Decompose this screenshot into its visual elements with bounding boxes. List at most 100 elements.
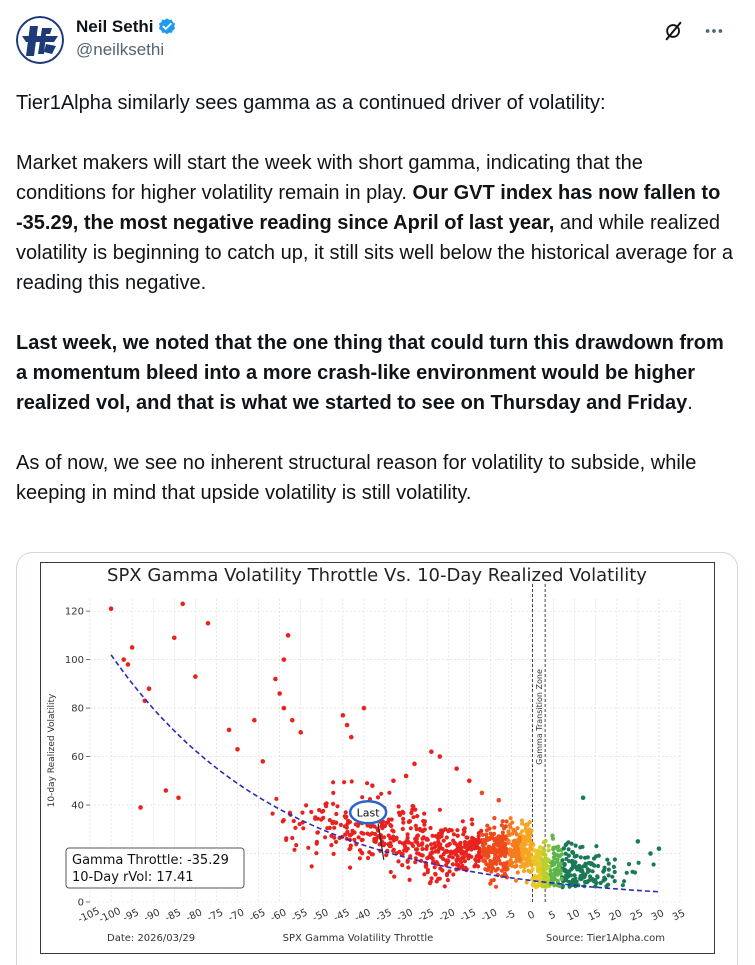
author-name[interactable]: Neil Sethi bbox=[76, 17, 154, 36]
data-point bbox=[506, 832, 511, 837]
data-point bbox=[523, 823, 528, 828]
chart-frame bbox=[40, 562, 715, 954]
data-point bbox=[428, 825, 433, 831]
data-point bbox=[477, 849, 482, 855]
data-point bbox=[523, 842, 528, 847]
data-point bbox=[508, 816, 513, 821]
data-point bbox=[479, 828, 484, 833]
avatar[interactable] bbox=[16, 16, 64, 64]
data-point bbox=[530, 841, 535, 846]
outlier-point bbox=[496, 797, 502, 803]
data-point bbox=[386, 833, 391, 838]
last-callout-pointer bbox=[377, 823, 385, 860]
data-point bbox=[460, 850, 465, 855]
outlier-point bbox=[412, 761, 417, 767]
data-point bbox=[553, 869, 558, 874]
outlier-point bbox=[454, 766, 459, 771]
data-point bbox=[324, 804, 329, 809]
data-point bbox=[493, 884, 499, 889]
outlier-point bbox=[129, 645, 135, 650]
data-point bbox=[390, 828, 395, 833]
data-point bbox=[437, 807, 442, 812]
data-point bbox=[530, 867, 535, 872]
data-point bbox=[500, 830, 505, 835]
scatter-chart: SPX Gamma Volatility Throttle Vs. 10-Day… bbox=[47, 565, 687, 944]
tweet-paragraph-3: Last week, we noted that the one thing t… bbox=[16, 328, 736, 418]
data-point bbox=[508, 847, 513, 852]
outlier-point bbox=[235, 746, 240, 752]
data-point bbox=[570, 863, 576, 868]
data-point bbox=[400, 852, 405, 857]
data-point bbox=[408, 826, 413, 831]
data-point bbox=[497, 834, 502, 839]
data-point bbox=[488, 858, 493, 864]
data-point bbox=[418, 828, 423, 833]
data-point bbox=[400, 826, 405, 832]
data-point bbox=[434, 879, 439, 884]
data-point bbox=[516, 853, 521, 858]
data-point bbox=[535, 848, 540, 853]
data-point bbox=[476, 837, 481, 842]
data-point bbox=[451, 832, 456, 837]
outlier-point bbox=[437, 754, 443, 759]
outlier-point bbox=[171, 635, 177, 641]
data-point bbox=[492, 846, 497, 851]
data-point bbox=[329, 833, 334, 838]
data-point bbox=[444, 873, 450, 878]
data-point bbox=[572, 854, 577, 859]
data-point bbox=[441, 852, 446, 857]
data-point bbox=[446, 843, 451, 848]
data-point bbox=[438, 854, 443, 859]
data-point bbox=[442, 884, 447, 889]
data-point bbox=[491, 842, 496, 847]
data-point bbox=[506, 838, 511, 843]
data-point bbox=[291, 818, 296, 824]
data-point bbox=[521, 868, 526, 874]
data-point bbox=[408, 854, 413, 859]
data-point bbox=[612, 879, 617, 884]
data-point bbox=[573, 881, 578, 886]
avatar-logo-icon bbox=[16, 16, 64, 64]
data-point bbox=[381, 819, 386, 824]
data-point bbox=[612, 869, 617, 875]
data-point bbox=[433, 834, 438, 839]
data-point bbox=[430, 833, 435, 838]
data-point bbox=[569, 841, 574, 846]
data-point bbox=[526, 868, 531, 873]
data-point bbox=[425, 870, 430, 875]
author-handle[interactable]: @neilksethi bbox=[76, 40, 165, 59]
x-tick-label: 15 bbox=[587, 908, 603, 923]
data-point bbox=[560, 858, 565, 863]
more-options-icon[interactable] bbox=[703, 20, 725, 42]
data-point bbox=[543, 838, 548, 844]
data-point bbox=[524, 859, 529, 864]
x-tick-label: -55 bbox=[290, 907, 309, 924]
data-point bbox=[559, 852, 564, 857]
data-point bbox=[564, 869, 569, 874]
data-point bbox=[553, 845, 558, 850]
data-point bbox=[281, 818, 286, 823]
data-point bbox=[562, 862, 567, 867]
x-tick-label: 0 bbox=[526, 909, 536, 922]
data-point bbox=[401, 820, 406, 825]
y-tick-label: 60 bbox=[71, 752, 84, 763]
data-point bbox=[489, 869, 494, 874]
data-point bbox=[485, 823, 490, 828]
data-point bbox=[292, 847, 297, 852]
data-point bbox=[543, 856, 548, 861]
data-point bbox=[446, 829, 451, 834]
data-point bbox=[413, 823, 418, 828]
data-point bbox=[491, 877, 496, 883]
x-tick-label: -85 bbox=[163, 907, 182, 924]
outlier-point bbox=[344, 722, 350, 728]
grok-icon[interactable] bbox=[663, 20, 685, 42]
last-callout-label: Last bbox=[357, 806, 381, 819]
data-point bbox=[360, 851, 365, 856]
data-point bbox=[506, 829, 511, 834]
x-tick-label: -70 bbox=[227, 907, 246, 924]
footer-source: Source: Tier1Alpha.com bbox=[546, 933, 665, 944]
outlier-point bbox=[391, 778, 396, 784]
data-point bbox=[329, 843, 334, 848]
data-point bbox=[422, 822, 427, 827]
data-point bbox=[342, 814, 347, 819]
